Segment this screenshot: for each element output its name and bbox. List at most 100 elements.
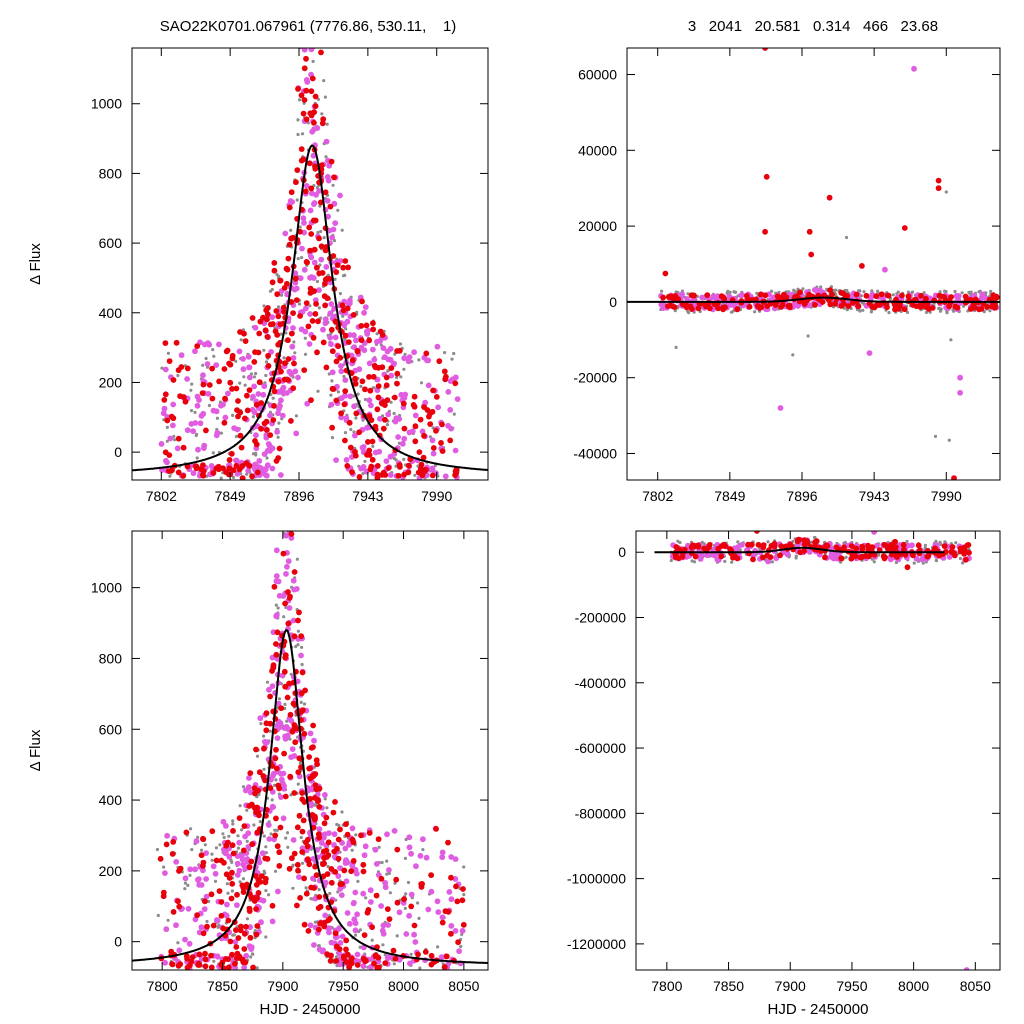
data-point <box>874 542 880 549</box>
data-point <box>343 857 349 863</box>
data-point <box>812 301 818 308</box>
data-point <box>958 556 963 561</box>
data-point <box>308 88 315 95</box>
data-point <box>971 304 978 311</box>
data-point <box>764 303 771 309</box>
data-point <box>162 366 169 373</box>
data-point <box>755 541 762 548</box>
data-point <box>310 813 317 820</box>
data-point <box>313 803 317 807</box>
data-point <box>429 472 436 479</box>
data-point <box>178 364 185 370</box>
data-point <box>358 832 364 839</box>
data-point <box>988 309 992 313</box>
data-point <box>286 865 293 872</box>
data-point <box>318 840 325 846</box>
data-point <box>372 423 379 430</box>
y-tick-label: 800 <box>99 165 123 181</box>
left-panel-title: SAO22K0701.067961 (7776.86, 530.11, 1) <box>160 18 457 35</box>
data-point <box>295 867 301 874</box>
data-point <box>300 645 304 650</box>
data-point <box>380 930 387 937</box>
data-point <box>195 446 201 453</box>
data-point <box>189 827 193 831</box>
data-point <box>302 687 308 694</box>
data-point <box>289 343 296 350</box>
data-point <box>172 434 176 438</box>
data-point <box>222 395 228 402</box>
data-point <box>433 427 439 434</box>
y-tick-label: 20000 <box>578 218 617 234</box>
data-point <box>300 132 305 136</box>
data-point <box>417 852 424 859</box>
data-point <box>391 394 398 401</box>
data-point <box>911 65 917 72</box>
data-point <box>210 922 217 929</box>
data-point <box>323 797 327 801</box>
data-point <box>391 828 398 834</box>
data-point <box>442 473 449 480</box>
data-point <box>380 345 387 351</box>
data-point <box>322 280 328 287</box>
data-point <box>858 289 862 293</box>
data-point <box>323 138 330 145</box>
data-point <box>250 952 254 956</box>
data-point <box>456 948 462 955</box>
data-point <box>273 828 277 832</box>
data-point <box>962 304 966 308</box>
data-point <box>271 260 278 266</box>
data-point <box>342 845 349 852</box>
data-point <box>965 542 972 548</box>
data-point <box>307 311 313 317</box>
data-point <box>791 353 795 357</box>
data-point <box>254 829 261 836</box>
data-point <box>290 385 297 392</box>
data-point <box>351 403 357 410</box>
data-point <box>311 259 318 266</box>
data-point <box>375 383 382 389</box>
data-point <box>318 204 322 208</box>
data-point <box>176 903 183 910</box>
data-point <box>182 936 188 943</box>
data-point <box>243 923 249 930</box>
data-point <box>366 374 372 380</box>
data-point <box>238 444 245 451</box>
data-point <box>946 303 953 310</box>
data-point <box>310 744 316 750</box>
data-point <box>448 854 455 860</box>
bottom-left-plot-area <box>132 531 488 970</box>
data-point <box>905 293 912 300</box>
data-point <box>723 559 727 564</box>
data-point <box>765 558 771 565</box>
data-point <box>392 962 396 966</box>
data-point <box>175 469 182 476</box>
data-point <box>272 328 279 335</box>
data-point <box>757 291 764 298</box>
data-point <box>313 920 317 924</box>
data-point <box>259 850 266 857</box>
data-point <box>830 555 837 562</box>
data-point <box>425 906 432 913</box>
data-point <box>344 951 351 958</box>
data-point <box>901 225 908 231</box>
data-point <box>362 304 369 310</box>
data-point <box>321 820 328 827</box>
top-right-frame <box>626 47 1001 481</box>
data-point <box>286 241 293 248</box>
data-point <box>342 332 349 339</box>
data-point <box>230 850 237 857</box>
data-point <box>201 363 205 367</box>
data-point <box>237 927 244 934</box>
data-point <box>253 906 259 912</box>
data-point <box>271 388 278 395</box>
data-point <box>310 334 317 341</box>
data-point <box>274 429 280 435</box>
data-point <box>374 964 381 970</box>
data-point <box>447 378 454 384</box>
data-point <box>310 152 317 159</box>
data-point <box>287 198 294 204</box>
data-point <box>844 235 849 240</box>
data-point <box>734 306 741 313</box>
data-point <box>184 365 191 372</box>
data-point <box>298 92 305 99</box>
